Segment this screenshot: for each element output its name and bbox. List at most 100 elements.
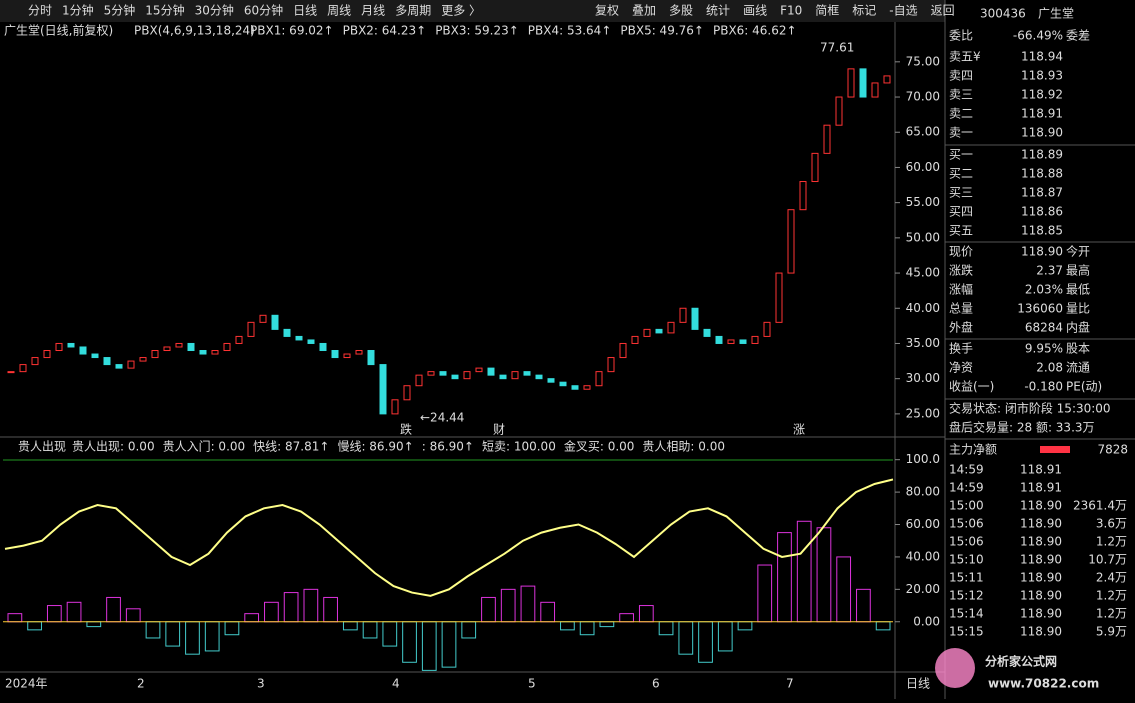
candle <box>115 364 123 369</box>
label: 卖三 <box>949 88 973 102</box>
x-tick-label: 3 <box>257 677 265 691</box>
toolbar-button[interactable]: 简框 <box>815 4 839 18</box>
label: 卖一 <box>949 126 973 140</box>
label: 主力净额 <box>949 443 997 457</box>
candle <box>835 96 843 126</box>
toolbar <box>0 0 945 22</box>
candle <box>811 152 819 183</box>
label: 118.90 <box>1020 625 1062 639</box>
label: PE(动) <box>1066 380 1102 394</box>
toolbar-button[interactable]: 多股 <box>669 4 693 18</box>
legend-entry: PBX2: 64.23↑ <box>343 24 427 38</box>
x-tick-label: 6 <box>652 677 660 691</box>
toolbar-button[interactable]: 日线 <box>293 4 317 18</box>
candle <box>175 342 183 348</box>
toolbar-button[interactable]: 返回 <box>931 4 955 18</box>
y-tick-label: 40.00 <box>906 301 940 315</box>
candle <box>643 328 651 337</box>
stock-name: 广生堂 <box>1038 7 1074 21</box>
label: 118.91 <box>1021 107 1063 121</box>
toolbar-button[interactable]: 5分钟 <box>104 3 136 18</box>
label: 委差 <box>1066 29 1090 43</box>
label: 7828 <box>1097 443 1128 457</box>
candle <box>571 385 579 390</box>
label: 2.03% <box>1025 283 1063 297</box>
toolbar-button[interactable]: 30分钟 <box>195 3 234 18</box>
label: 118.90 <box>1021 126 1063 140</box>
candle <box>475 367 483 373</box>
toolbar-button[interactable]: 分时 <box>28 4 52 18</box>
candle <box>703 328 711 337</box>
candle <box>799 181 807 211</box>
toolbar-button[interactable]: 统计 <box>706 4 730 18</box>
candle <box>547 378 555 383</box>
candle <box>355 350 363 355</box>
candle <box>31 357 39 366</box>
legend-entry: 快线: 87.81↑ <box>253 440 329 454</box>
candle <box>379 364 387 415</box>
candle <box>367 350 375 366</box>
candle <box>499 374 507 380</box>
x-tick-label: 2024年 <box>5 677 48 691</box>
toolbar-button[interactable]: -自选 <box>889 4 917 18</box>
candle <box>679 307 687 323</box>
candle <box>151 350 159 359</box>
toolbar-button[interactable]: 叠加 <box>632 4 656 18</box>
candle <box>235 335 243 344</box>
label: 1.2万 <box>1096 535 1127 549</box>
toolbar-button[interactable]: 15分钟 <box>145 3 184 18</box>
label: 买五 <box>949 224 973 238</box>
candle <box>19 364 27 373</box>
candle <box>163 346 171 352</box>
label: 68284 <box>1025 321 1063 335</box>
toolbar-button[interactable]: 复权 <box>595 4 619 18</box>
label: 118.91 <box>1020 481 1062 495</box>
legend-entry: PBX1: 69.02↑ <box>250 24 334 38</box>
toolbar-button[interactable]: 1分钟 <box>62 3 94 18</box>
label: 118.89 <box>1021 148 1063 162</box>
toolbar-button[interactable]: 画线 <box>743 4 767 18</box>
toolbar-button[interactable]: F10 <box>780 4 802 18</box>
period-label: 日线 <box>906 677 930 691</box>
y-tick-label: 100.0 <box>906 452 940 466</box>
chart-title: 广生堂(日线,前复权) <box>4 23 113 38</box>
label: 118.93 <box>1021 69 1063 83</box>
label: 2361.4万 <box>1073 499 1127 513</box>
y-tick-label: 70.00 <box>906 90 940 104</box>
label: 交易状态: 闭市阶段 15:30:00 <box>949 401 1111 416</box>
candle <box>595 371 603 387</box>
y-tick-label: 60.00 <box>906 517 940 531</box>
label: 14:59 <box>949 463 984 477</box>
label: 118.87 <box>1021 186 1063 200</box>
label: 1.2万 <box>1096 607 1127 621</box>
label: 15:11 <box>949 571 984 585</box>
label: 15:14 <box>949 607 984 621</box>
candle <box>343 353 351 359</box>
toolbar-button[interactable]: 多周期 <box>395 4 431 18</box>
y-tick-label: 0.00 <box>913 614 940 628</box>
label: 5.9万 <box>1096 625 1127 639</box>
label: 3.6万 <box>1096 517 1127 531</box>
label: 2.4万 <box>1096 571 1127 585</box>
toolbar-button[interactable]: 60分钟 <box>244 3 283 18</box>
label: 2.37 <box>1036 264 1063 278</box>
toolbar-button[interactable]: 标记 <box>852 4 876 18</box>
candle <box>127 360 135 369</box>
candle <box>199 350 207 355</box>
label: 15:10 <box>949 553 984 567</box>
toolbar-button[interactable]: 月线 <box>361 4 385 18</box>
candle <box>787 209 795 274</box>
indicator-name: PBX(4,6,9,13,18,24) <box>134 24 255 38</box>
label: 内盘 <box>1066 320 1090 335</box>
flow-bar <box>1040 446 1070 453</box>
label: 流通 <box>1066 361 1090 375</box>
toolbar-button[interactable]: 更多 〉 <box>441 4 481 18</box>
label: 118.90 <box>1020 589 1062 603</box>
candle <box>583 385 591 390</box>
watermark-logo <box>935 648 975 688</box>
toolbar-button[interactable]: 周线 <box>327 4 351 18</box>
label: 15:06 <box>949 535 984 549</box>
candle <box>211 350 219 355</box>
